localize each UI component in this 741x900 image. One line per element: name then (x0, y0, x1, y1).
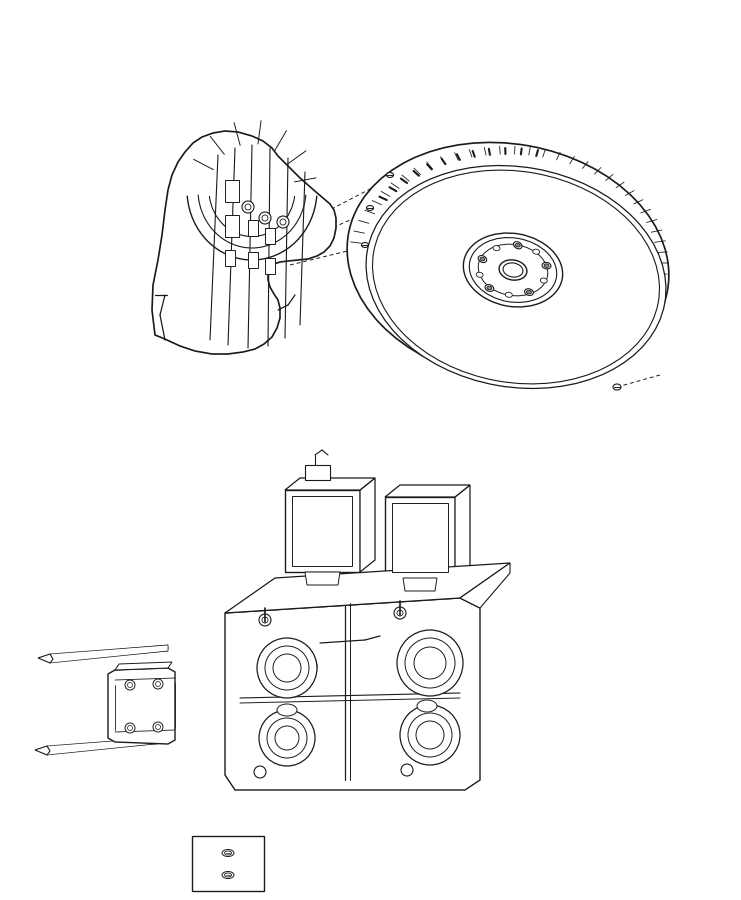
Ellipse shape (362, 242, 368, 248)
Polygon shape (47, 737, 165, 755)
Ellipse shape (366, 166, 666, 389)
Polygon shape (305, 572, 340, 585)
Polygon shape (265, 258, 275, 274)
Circle shape (397, 610, 403, 616)
Circle shape (397, 630, 463, 696)
Ellipse shape (225, 851, 231, 855)
Polygon shape (225, 180, 239, 202)
Polygon shape (225, 215, 239, 237)
Polygon shape (115, 662, 172, 670)
Circle shape (156, 724, 161, 730)
Circle shape (127, 682, 133, 688)
Circle shape (125, 723, 135, 733)
Ellipse shape (527, 291, 531, 294)
Ellipse shape (387, 173, 393, 177)
Polygon shape (455, 485, 470, 578)
Polygon shape (225, 250, 235, 266)
Polygon shape (385, 497, 455, 578)
Ellipse shape (503, 263, 523, 277)
Ellipse shape (373, 170, 659, 384)
Circle shape (414, 647, 446, 679)
Polygon shape (108, 668, 175, 744)
Ellipse shape (478, 244, 548, 296)
Polygon shape (360, 478, 375, 572)
Ellipse shape (505, 292, 512, 297)
Ellipse shape (485, 284, 494, 292)
Circle shape (242, 201, 254, 213)
Circle shape (262, 617, 268, 623)
Ellipse shape (417, 700, 437, 712)
Ellipse shape (499, 260, 527, 280)
Polygon shape (152, 131, 336, 354)
Circle shape (262, 215, 268, 221)
Ellipse shape (476, 272, 483, 277)
Ellipse shape (463, 233, 562, 307)
Ellipse shape (540, 278, 548, 284)
Polygon shape (225, 598, 480, 790)
Circle shape (405, 638, 455, 688)
Polygon shape (403, 578, 437, 591)
Ellipse shape (469, 238, 556, 302)
Circle shape (275, 726, 299, 750)
Circle shape (254, 766, 266, 778)
Ellipse shape (493, 246, 500, 251)
Circle shape (259, 710, 315, 766)
Circle shape (400, 705, 460, 765)
Circle shape (153, 679, 163, 689)
Circle shape (408, 713, 452, 757)
Circle shape (156, 681, 161, 687)
Circle shape (257, 638, 317, 698)
Ellipse shape (222, 850, 234, 857)
Ellipse shape (613, 384, 621, 390)
Polygon shape (225, 563, 510, 613)
Polygon shape (35, 746, 50, 755)
Polygon shape (392, 503, 448, 572)
Ellipse shape (480, 257, 485, 261)
Ellipse shape (514, 241, 522, 248)
Polygon shape (385, 485, 470, 497)
Circle shape (267, 718, 307, 758)
Ellipse shape (347, 142, 669, 382)
Ellipse shape (225, 873, 231, 877)
Ellipse shape (487, 286, 492, 290)
Polygon shape (460, 563, 510, 608)
Circle shape (280, 219, 286, 225)
Circle shape (259, 212, 271, 224)
Polygon shape (248, 252, 258, 268)
Ellipse shape (525, 289, 534, 295)
Circle shape (416, 721, 444, 749)
Circle shape (245, 204, 251, 210)
Circle shape (153, 722, 163, 732)
Circle shape (127, 725, 133, 731)
Polygon shape (285, 490, 360, 572)
Circle shape (277, 216, 289, 228)
Polygon shape (285, 478, 375, 490)
Ellipse shape (544, 264, 549, 267)
Ellipse shape (533, 249, 539, 255)
Ellipse shape (277, 704, 297, 716)
Circle shape (265, 646, 309, 690)
Polygon shape (305, 465, 330, 480)
Polygon shape (38, 654, 53, 663)
Ellipse shape (478, 256, 487, 263)
Bar (192, 836, 264, 891)
Polygon shape (292, 496, 352, 566)
Circle shape (125, 680, 135, 690)
Circle shape (401, 764, 413, 776)
Circle shape (259, 614, 271, 626)
Ellipse shape (515, 244, 520, 247)
Polygon shape (248, 220, 258, 236)
Polygon shape (50, 645, 168, 663)
Circle shape (273, 654, 301, 682)
Ellipse shape (542, 263, 551, 269)
Circle shape (394, 607, 406, 619)
Polygon shape (265, 228, 275, 244)
Ellipse shape (222, 871, 234, 878)
Ellipse shape (367, 205, 373, 211)
